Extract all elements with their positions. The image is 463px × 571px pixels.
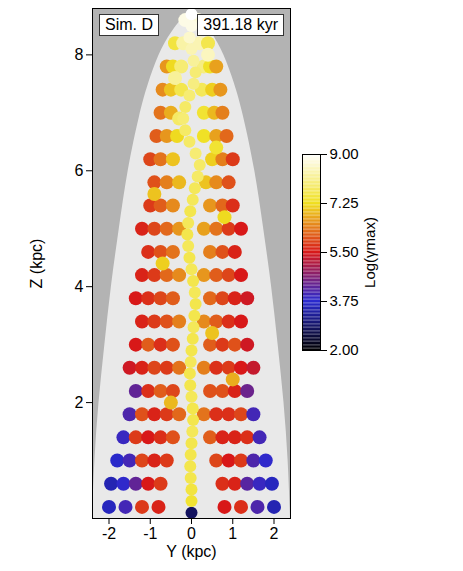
svg-text:0: 0	[187, 525, 196, 542]
svg-text:1: 1	[228, 525, 237, 542]
svg-text:Y (kpc): Y (kpc)	[166, 543, 216, 560]
svg-text:4: 4	[75, 278, 84, 295]
svg-text:6: 6	[75, 162, 84, 179]
svg-text:5.50: 5.50	[330, 243, 359, 260]
svg-text:-2: -2	[102, 525, 116, 542]
html-text:391.18 kyr: 391.18 kyr	[203, 16, 278, 33]
svg-text:-1: -1	[143, 525, 157, 542]
html-text:Sim. D: Sim. D	[105, 16, 153, 33]
svg-text:2.00: 2.00	[330, 341, 359, 358]
svg-text:Log(γmax): Log(γmax)	[361, 217, 378, 288]
svg-text:8: 8	[75, 46, 84, 63]
svg-text:2: 2	[75, 394, 84, 411]
svg-text:9.00: 9.00	[330, 146, 359, 162]
svg-text:2: 2	[270, 525, 279, 542]
svg-text:3.75: 3.75	[330, 292, 359, 309]
svg-text:7.25: 7.25	[330, 194, 359, 211]
svg-text:Z (kpc): Z (kpc)	[28, 239, 45, 289]
